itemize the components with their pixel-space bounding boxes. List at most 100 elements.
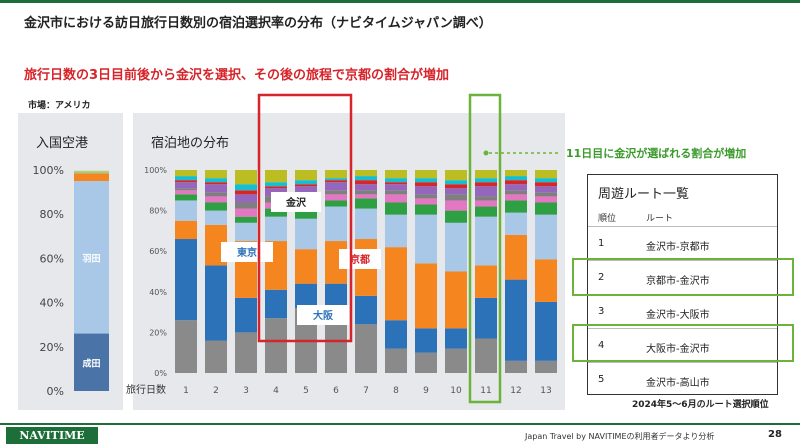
stay-bar-segment bbox=[445, 188, 467, 195]
stay-bar-segment bbox=[415, 263, 437, 329]
y-tick-label: 100% bbox=[33, 164, 64, 177]
stay-bar-segment bbox=[235, 202, 257, 209]
stay-bar-segment bbox=[475, 170, 497, 179]
route-ranking-panel: 周遊ルート一覧 順位 ルート 1 金沢市-京都市 2 京都市-金沢市 3 金沢市… bbox=[587, 174, 778, 395]
stay-bar-segment bbox=[355, 190, 377, 195]
x-axis-label: 旅行日数 bbox=[126, 383, 166, 396]
day-11-highlight-box bbox=[468, 93, 502, 404]
days-3-6-highlight-box bbox=[257, 93, 353, 343]
route-name: 金沢市-高山市 bbox=[646, 378, 710, 389]
route-ranking-title: 周遊ルート一覧 bbox=[598, 187, 690, 202]
stay-bar-segment bbox=[415, 170, 437, 179]
stay-bar-segment bbox=[205, 184, 227, 193]
stay-bar-segment bbox=[385, 202, 407, 215]
stay-bar-segment bbox=[475, 200, 497, 207]
stay-bar-segment bbox=[475, 196, 497, 201]
stay-bar-segment bbox=[505, 194, 527, 201]
stay-bar-segment bbox=[475, 178, 497, 183]
stay-bar-segment bbox=[385, 190, 407, 195]
stay-bar-segment bbox=[505, 212, 527, 235]
x-tick-label: 5 bbox=[303, 386, 309, 396]
y-tick-label: 60% bbox=[40, 252, 64, 265]
top-accent-line bbox=[0, 0, 800, 3]
stay-bar-segment bbox=[475, 206, 497, 217]
stay-bar-segment bbox=[535, 259, 557, 302]
stay-bar-segment bbox=[415, 352, 437, 373]
route-highlight-box bbox=[572, 324, 794, 362]
footer-line bbox=[0, 423, 800, 425]
route-row: 1 金沢市-京都市 bbox=[588, 226, 777, 261]
stay-bar-segment bbox=[445, 222, 467, 272]
x-tick-label: 1 bbox=[183, 386, 189, 396]
stay-bar-segment bbox=[505, 184, 527, 191]
stay-bar-segment bbox=[235, 216, 257, 223]
stay-bar-segment bbox=[505, 180, 527, 185]
stay-bar-segment bbox=[445, 348, 467, 373]
city-label: 金沢 bbox=[285, 196, 307, 209]
stay-bar-segment bbox=[445, 328, 467, 349]
stay-bar-segment bbox=[175, 176, 197, 181]
y-tick-label: 40% bbox=[149, 288, 167, 297]
route-rank: 5 bbox=[598, 374, 605, 385]
x-tick-label: 10 bbox=[450, 386, 462, 396]
stay-bar-segment bbox=[385, 184, 407, 191]
stay-distribution-title: 宿泊地の分布 bbox=[151, 136, 230, 151]
stay-bar-segment bbox=[265, 318, 287, 373]
route-period-note: 2024年5～6月のルート選択順位 bbox=[632, 400, 769, 410]
stay-bar-segment bbox=[415, 198, 437, 205]
stay-bar-segment bbox=[325, 206, 347, 242]
stay-bar-segment bbox=[505, 190, 527, 195]
stay-bar-segment bbox=[205, 192, 227, 197]
stay-bar-segment bbox=[355, 170, 377, 177]
stay-bar-segment bbox=[295, 170, 317, 181]
y-tick-label: 20% bbox=[149, 328, 167, 337]
stay-bar-segment bbox=[445, 180, 467, 185]
stay-bar-segment bbox=[355, 194, 377, 199]
city-label: 大阪 bbox=[313, 309, 334, 322]
y-tick-label: 60% bbox=[149, 247, 167, 256]
stay-bar-segment bbox=[205, 340, 227, 373]
entry-airport-title: 入国空港 bbox=[36, 136, 89, 151]
stay-bar-segment bbox=[175, 200, 197, 221]
stay-bar-segment bbox=[205, 265, 227, 341]
stay-bar-segment bbox=[415, 186, 437, 195]
stay-bar-segment bbox=[325, 283, 347, 311]
stay-bar-segment bbox=[205, 210, 227, 225]
footer-source: Japan Travel by NAVITIMEの利用者データより分析 bbox=[525, 432, 715, 441]
stay-bar-segment bbox=[235, 332, 257, 373]
stay-bar-segment bbox=[175, 320, 197, 373]
x-tick-label: 7 bbox=[363, 386, 369, 396]
stay-bar-segment bbox=[325, 170, 347, 179]
stay-bar-segment bbox=[385, 247, 407, 321]
stay-bar-segment bbox=[385, 348, 407, 373]
stay-bar-segment bbox=[295, 184, 317, 187]
route-name: 京都市-金沢市 bbox=[646, 276, 710, 287]
market-label: 市場：アメリカ bbox=[28, 101, 91, 111]
stay-bar-segment bbox=[535, 170, 557, 179]
x-tick-label: 3 bbox=[243, 386, 249, 396]
y-tick-label: 40% bbox=[40, 297, 64, 310]
stay-bar-segment bbox=[325, 182, 347, 191]
stay-bar-segment bbox=[475, 265, 497, 298]
x-tick-label: 12 bbox=[510, 386, 521, 396]
stay-bar-segment bbox=[445, 210, 467, 223]
y-tick-label: 0% bbox=[47, 385, 64, 398]
stay-bar-segment bbox=[385, 320, 407, 349]
stay-bar-segment bbox=[445, 271, 467, 329]
stay-bar-segment bbox=[475, 186, 497, 197]
stay-bar-segment bbox=[535, 202, 557, 215]
stay-bar-segment bbox=[385, 178, 407, 183]
city-label-box bbox=[339, 249, 381, 269]
stay-bar-segment bbox=[355, 295, 377, 325]
y-tick-label: 0% bbox=[154, 369, 167, 378]
stay-bar-segment bbox=[355, 198, 377, 209]
stay-bar-segment bbox=[205, 182, 227, 185]
y-tick-label: 80% bbox=[149, 207, 167, 216]
stay-bar-segment bbox=[475, 182, 497, 187]
route-rank: 2 bbox=[598, 272, 605, 283]
x-tick-label: 8 bbox=[393, 386, 399, 396]
stay-bar-segment bbox=[415, 194, 437, 199]
x-tick-label: 6 bbox=[333, 386, 339, 396]
stay-bar-segment bbox=[385, 170, 407, 179]
